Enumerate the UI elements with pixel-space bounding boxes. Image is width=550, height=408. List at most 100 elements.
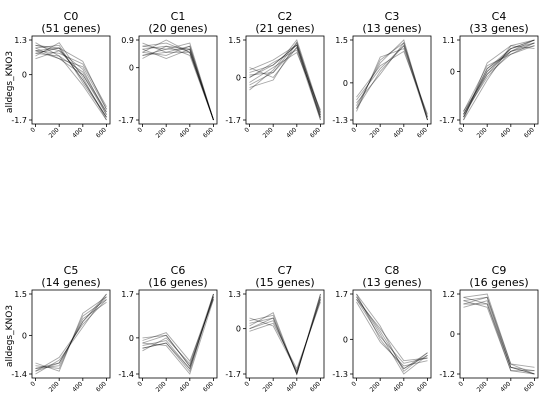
gene-line [35,42,107,121]
gene-line [463,45,535,121]
x-tick-label: 0 [350,126,358,134]
gene-line [142,39,214,121]
row-ylabel-top: alldegs_KNO3 [5,51,15,113]
y-tick-label: 0 [343,79,348,88]
y-tick-label: 0 [450,330,455,339]
y-tick-label: 1.5 [228,36,241,45]
gene-line [142,48,214,121]
x-tick-label: 400 [392,126,405,139]
panel-subtitle: (13 genes) [362,276,421,289]
y-tick-label: -1.2 [439,370,455,379]
panel-title: C4 [492,10,507,23]
x-tick-label: 400 [392,380,405,393]
panel-subtitle: (21 genes) [255,22,314,35]
cluster-panel-c6: C6(16 genes)-1.401.70 200 400 600 [118,264,218,394]
y-tick-label: -1.3 [332,116,348,125]
x-tick-label: 0 [29,380,37,388]
gene-line [35,47,107,110]
gene-line [35,47,107,118]
x-tick-label: 400 [499,126,512,139]
y-tick-label: 0 [129,334,134,343]
y-tick-label: 0 [343,335,348,344]
gene-line [35,301,107,369]
gene-line [249,296,321,376]
x-tick-label: 400 [285,380,298,393]
x-tick-label: 600 [523,380,536,393]
x-tick-label: 200 [262,126,275,139]
gene-line [249,41,321,116]
x-tick-label: 0 [243,380,251,388]
panel-title: C5 [64,264,79,277]
gene-line [463,300,535,375]
gene-line [249,44,321,113]
gene-line [463,39,535,118]
gene-line [463,45,535,112]
y-tick-label: -1.7 [225,370,241,379]
axes-frame [138,289,218,379]
panel-title: C3 [385,10,400,23]
y-tick-label: 0 [236,74,241,83]
y-tick-label: -1.7 [439,116,455,125]
gene-line [463,300,535,372]
x-tick-label: 200 [369,126,382,139]
gene-line [463,39,535,115]
x-tick-label: 200 [155,380,168,393]
gene-line [463,42,535,115]
x-tick-label: 600 [202,380,215,393]
gene-line [356,39,428,121]
x-tick-label: 0 [243,126,251,134]
y-tick-label: 0 [22,71,27,80]
x-tick-label: 600 [416,126,429,139]
gene-line [142,51,214,121]
panel-title: C2 [278,10,293,23]
gene-line [35,299,107,369]
gene-line [142,293,214,373]
gene-line [142,48,214,121]
panel-subtitle: (16 genes) [469,276,528,289]
gene-line [463,42,535,118]
gene-line [356,41,428,118]
gene-line [35,299,107,372]
y-tick-label: 1.2 [442,290,455,299]
gene-line [142,299,214,375]
gene-line [356,44,428,118]
gene-line [142,45,214,121]
gene-line [463,39,535,121]
gene-line [356,44,428,121]
gene-line [142,296,214,368]
axes-frame [459,35,539,125]
gene-line [35,44,107,118]
panel-title: C8 [385,264,400,277]
panel-title: C6 [171,264,186,277]
gene-line [142,299,214,362]
gene-line [463,45,535,115]
x-tick-label: 400 [178,380,191,393]
gene-line [35,293,107,369]
x-tick-label: 0 [136,126,144,134]
x-tick-label: 200 [262,380,275,393]
x-tick-label: 0 [457,126,465,134]
y-tick-label: 1.7 [121,290,134,299]
gene-line [35,52,107,113]
x-tick-label: 200 [369,380,382,393]
gene-line [463,39,535,118]
gene-line [249,39,321,113]
panel-subtitle: (16 genes) [148,276,207,289]
gene-line [249,41,321,116]
y-tick-label: 0 [129,64,134,73]
panel-title: C0 [64,10,79,23]
x-tick-label: 200 [48,126,61,139]
gene-line [249,46,321,118]
x-tick-label: 400 [285,126,298,139]
gene-line [356,48,428,121]
gene-line [463,296,535,368]
gene-line [356,299,428,362]
gene-line [142,45,214,121]
axes-frame [138,35,218,125]
gene-line [35,296,107,372]
cluster-panel-c2: C2(21 genes)-1.701.50 200 400 600 [225,10,325,140]
x-tick-label: 600 [95,126,108,139]
x-tick-label: 200 [476,126,489,139]
y-tick-label: 1.5 [335,36,348,45]
